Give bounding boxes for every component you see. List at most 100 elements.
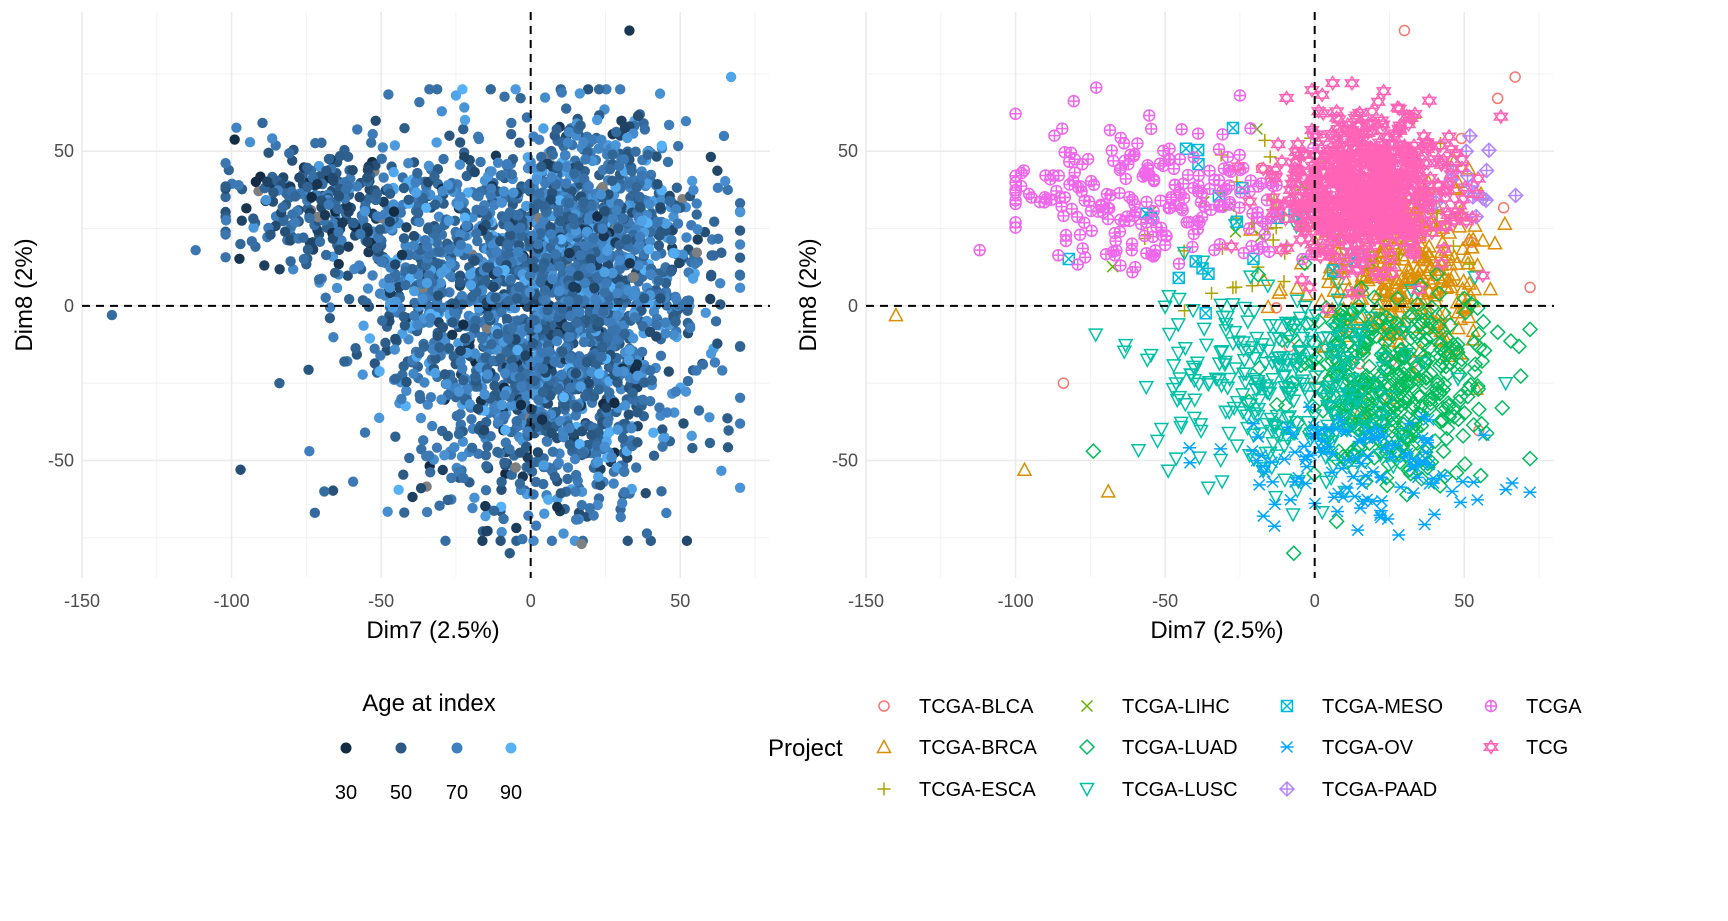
age-point xyxy=(492,447,502,457)
age-point xyxy=(664,120,674,130)
age-point xyxy=(440,369,450,379)
project-point xyxy=(1183,442,1196,453)
age-point xyxy=(440,536,450,546)
age-point xyxy=(543,495,553,505)
age-point xyxy=(460,115,470,125)
project-point xyxy=(1269,492,1282,504)
age-point xyxy=(642,528,652,538)
age-point xyxy=(390,140,400,150)
age-point xyxy=(430,354,440,364)
age-point xyxy=(383,89,393,99)
age-point xyxy=(360,427,370,437)
age-point xyxy=(633,111,643,121)
age-point xyxy=(514,138,524,148)
age-point xyxy=(564,248,574,258)
age-point xyxy=(599,206,609,216)
project-point xyxy=(1018,165,1029,176)
age-point xyxy=(367,270,377,280)
age-point xyxy=(268,187,278,197)
age-point xyxy=(572,402,582,412)
project-point xyxy=(1114,188,1125,199)
project-point xyxy=(1193,180,1204,191)
age-point xyxy=(327,173,337,183)
project-point xyxy=(1115,260,1126,271)
age-point xyxy=(722,413,732,423)
age-point xyxy=(310,508,320,518)
project-point xyxy=(1140,170,1151,181)
age-point xyxy=(704,412,714,422)
age-point xyxy=(511,416,521,426)
project-point xyxy=(1406,461,1419,472)
age-point xyxy=(578,197,588,207)
project-point xyxy=(1205,204,1216,215)
age-point xyxy=(437,106,447,116)
age-point xyxy=(337,218,347,228)
age-point xyxy=(372,243,382,253)
age-point xyxy=(726,72,736,82)
age-point xyxy=(321,250,331,260)
age-point xyxy=(409,311,419,321)
age-point xyxy=(531,521,541,531)
age-point xyxy=(408,368,418,378)
age-point xyxy=(655,202,665,212)
age-point xyxy=(613,424,623,434)
age-point xyxy=(496,527,506,537)
project-point xyxy=(1123,159,1134,170)
age-point xyxy=(343,181,353,191)
age-point xyxy=(536,162,546,172)
age-point xyxy=(434,246,444,256)
age-point xyxy=(720,176,730,186)
age-point xyxy=(437,186,447,196)
age-point xyxy=(723,185,733,195)
age-point xyxy=(433,290,443,300)
age-point xyxy=(713,234,723,244)
project-point xyxy=(1166,194,1177,205)
age-point xyxy=(486,84,496,94)
y-tick-label: 50 xyxy=(54,141,74,161)
age-point xyxy=(596,135,606,145)
age-point xyxy=(527,230,537,240)
age-point xyxy=(505,275,515,285)
age-scatter-panel: -150 -100 -50 0 50-50050Dim7 (2.5%)Dim8 (2%) xyxy=(11,12,770,644)
project-point xyxy=(1268,521,1281,532)
age-point xyxy=(599,267,609,277)
project-point xyxy=(1446,486,1459,497)
age-point xyxy=(663,157,673,167)
age-point xyxy=(438,322,448,332)
points-layer xyxy=(889,26,1537,561)
project-point xyxy=(1010,217,1021,228)
age-point xyxy=(416,483,426,493)
age-point xyxy=(657,141,667,151)
project-point xyxy=(1214,239,1225,250)
x-tick-label: -50 xyxy=(1152,591,1178,611)
age-point xyxy=(469,256,479,266)
age-point xyxy=(496,170,506,180)
age-point xyxy=(690,259,700,269)
age-point xyxy=(328,485,338,495)
age-point xyxy=(430,199,440,209)
age-point xyxy=(290,217,300,227)
x-axis-title: Dim7 (2.5%) xyxy=(1150,617,1283,644)
age-point xyxy=(388,167,398,177)
project-point xyxy=(1418,519,1431,530)
age-point xyxy=(554,458,564,468)
age-point xyxy=(735,207,745,217)
age-point xyxy=(483,311,493,321)
project-point xyxy=(1286,509,1299,521)
age-point xyxy=(643,150,653,160)
age-point xyxy=(561,178,571,188)
project-point xyxy=(1504,334,1518,348)
age-point xyxy=(672,183,682,193)
age-point xyxy=(434,342,444,352)
age-point xyxy=(512,293,522,303)
age-point xyxy=(473,404,483,414)
project-point xyxy=(1245,123,1256,134)
project-point xyxy=(1053,250,1064,261)
project-point xyxy=(1060,230,1071,241)
age-point xyxy=(348,477,358,487)
age-point xyxy=(517,534,527,544)
age-point xyxy=(552,502,562,512)
project-point xyxy=(1129,210,1140,221)
age-point xyxy=(467,443,477,453)
age-point xyxy=(681,232,691,242)
